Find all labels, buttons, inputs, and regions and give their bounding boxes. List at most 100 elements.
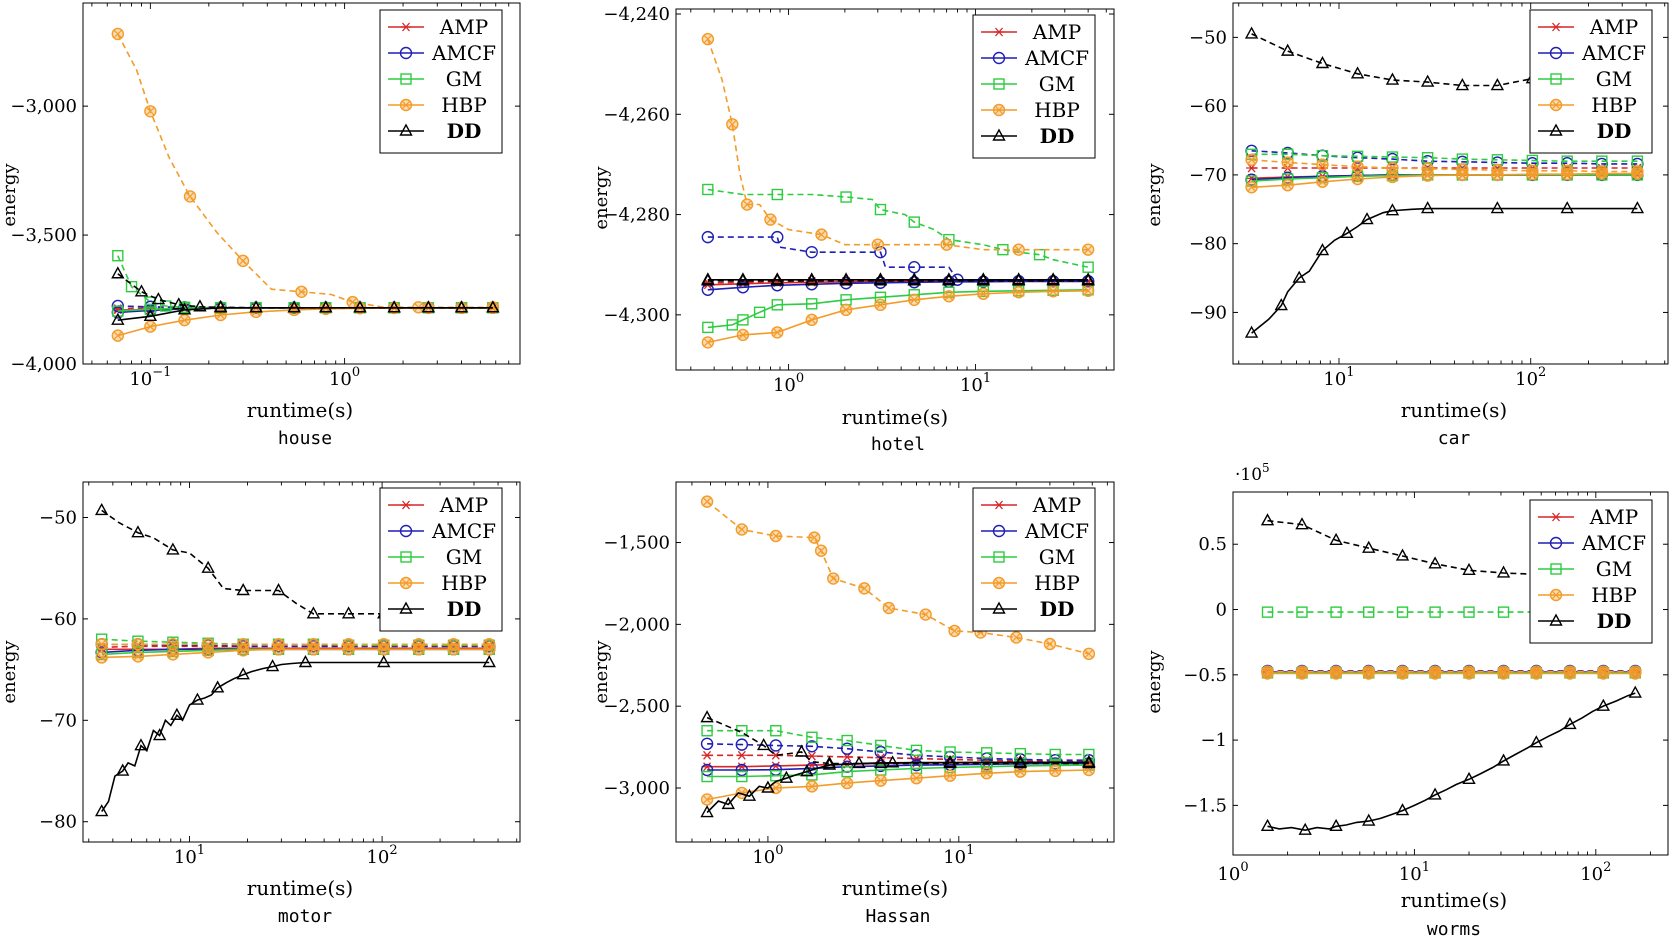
chart-motor: −50 −60 −70 −80 101 102 runtime(s) energy motor A… — [0, 481, 521, 927]
data-point-dd — [213, 300, 228, 313]
data-point-gm — [702, 183, 714, 196]
data-point-hbp — [726, 118, 739, 131]
data-point-gm — [1245, 175, 1258, 187]
data-point-amcf — [805, 245, 818, 259]
series-group — [111, 27, 500, 342]
data-point-hbp — [111, 27, 125, 41]
data-point-hbp — [307, 643, 320, 656]
data-point-hbp — [1386, 170, 1399, 184]
data-point-gm — [1363, 606, 1375, 618]
data-point-hbp — [1281, 179, 1294, 192]
y-tick-label: −90 — [1189, 302, 1227, 323]
chart-car: −50 −60 −70 −80 −90 101 102 runtime(s) energy car… — [1144, 2, 1669, 449]
data-point-gm — [1261, 606, 1274, 618]
data-point-hbp — [1362, 667, 1375, 680]
series-line-dd-solid — [706, 761, 1089, 814]
data-point-dd — [298, 655, 313, 668]
data-point-dd — [287, 300, 301, 313]
x-tick-label: 101 — [943, 843, 974, 868]
data-point-gm — [144, 296, 157, 308]
data-point-hbp — [483, 643, 496, 656]
data-point-gm — [1497, 606, 1510, 618]
series-line-hbp-solid — [706, 769, 1089, 801]
data-point-dd — [1490, 78, 1505, 91]
x-axis-label: runtime(s) — [842, 405, 948, 429]
legend-label-gm: GM — [446, 545, 482, 569]
data-point-dd — [116, 763, 130, 776]
data-point-dd — [1244, 26, 1259, 39]
data-point-gm — [1033, 248, 1046, 261]
data-point-hbp — [1597, 667, 1610, 680]
legend-label-amp: AMP — [1032, 20, 1081, 44]
legend-marker-hbp — [1549, 98, 1563, 112]
data-point-hbp — [943, 769, 957, 782]
data-point-gm — [840, 191, 852, 203]
data-point-dd — [1362, 813, 1376, 826]
data-point-gm — [874, 203, 887, 216]
data-point-gm — [806, 298, 818, 310]
data-point-gm — [981, 747, 993, 759]
data-point-gm — [132, 646, 144, 659]
y-tick-label: −80 — [1189, 234, 1227, 255]
data-point-dd — [1529, 735, 1544, 748]
data-point-dd — [377, 655, 391, 668]
data-point-dd — [805, 272, 819, 285]
y-tick-label: −70 — [39, 710, 77, 731]
data-point-dd — [1462, 771, 1476, 784]
data-point-hbp — [910, 771, 923, 785]
data-point-dd — [1329, 818, 1343, 831]
data-point-hbp — [805, 313, 818, 327]
data-point-hbp — [1563, 667, 1577, 680]
data-point-hbp — [736, 328, 750, 342]
data-point-hbp — [295, 285, 308, 298]
x-tick-label: 101 — [960, 371, 991, 396]
data-point-hbp — [701, 32, 715, 46]
legend-marker-dd — [992, 128, 1006, 141]
y-tick-label: −2,500 — [603, 696, 670, 717]
data-point-hbp — [1462, 667, 1476, 680]
legend-marker-gm — [993, 551, 1005, 563]
y-tick-label: −3,500 — [10, 225, 77, 246]
legend-marker-amp — [400, 500, 412, 510]
data-point-dd — [152, 728, 167, 741]
x-tick-label: 100 — [752, 843, 783, 868]
legend-label-amcf: AMCF — [431, 41, 496, 65]
data-point-gm — [874, 291, 887, 303]
data-point-amcf — [977, 275, 990, 288]
data-point-dd — [1281, 43, 1295, 56]
data-point-hbp — [1629, 667, 1642, 680]
y-tick-label: −50 — [1189, 27, 1227, 48]
data-point-hbp — [700, 793, 714, 806]
data-point-gm — [702, 321, 714, 334]
x-tick-label: 100 — [773, 371, 804, 396]
data-point-gm — [771, 299, 783, 311]
data-point-hbp — [1043, 637, 1057, 651]
y-axis-label: energy — [1144, 650, 1165, 714]
x-tick-label: 100 — [1217, 860, 1248, 885]
data-point-dd — [942, 272, 956, 285]
data-point-gm — [1396, 606, 1409, 618]
data-point-gm — [908, 216, 920, 228]
chart-caption: worms — [1427, 919, 1481, 940]
y-tick-label: −60 — [39, 609, 77, 630]
data-point-dd — [1496, 753, 1511, 766]
y-tick-label: −3,000 — [10, 96, 77, 117]
y-tick-label: −1,500 — [603, 533, 670, 554]
data-point-hbp — [814, 544, 828, 557]
data-point-hbp — [805, 780, 819, 793]
data-point-dd — [193, 299, 207, 312]
data-point-gm — [1049, 748, 1061, 761]
data-point-dd — [387, 300, 401, 313]
data-point-hbp — [1428, 667, 1442, 680]
data-point-dd — [94, 804, 109, 817]
legend-label-dd: DD — [1597, 119, 1632, 143]
data-point-dd — [700, 805, 714, 818]
y-tick-label: 0 — [1216, 600, 1227, 621]
data-point-dd — [873, 272, 888, 285]
data-point-dd — [976, 272, 990, 285]
data-point-dd — [341, 606, 356, 619]
data-point-hbp — [1329, 667, 1343, 680]
data-point-gm — [1330, 606, 1342, 618]
data-point-dd — [1315, 243, 1330, 256]
